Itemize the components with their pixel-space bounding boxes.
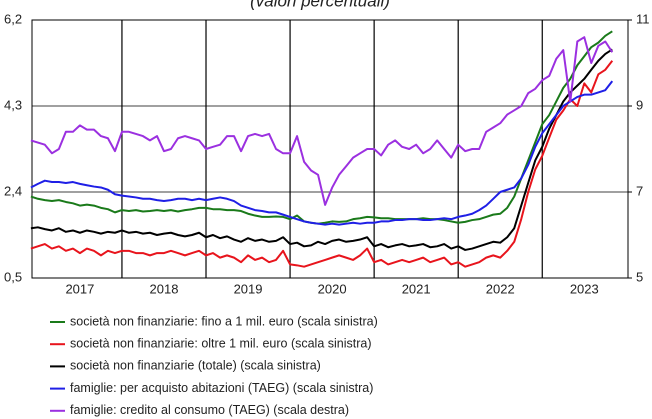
x-tick-label: 2022 [486, 281, 515, 296]
y-tick-label: 2,4 [4, 183, 22, 198]
x-tick-label: 2020 [318, 281, 347, 296]
y-tick-label: 0,5 [4, 269, 22, 284]
legend-label: società non finanziarie: oltre 1 mil. eu… [70, 336, 372, 350]
series-line [30, 80, 614, 226]
x-tick-label: 2019 [234, 281, 263, 296]
y2-tick-label: 7 [636, 183, 643, 198]
x-tick-label: 2018 [150, 281, 179, 296]
x-tick-label: 2017 [65, 281, 94, 296]
y2-tick-label: 9 [636, 97, 643, 112]
y2-tick-label: 11 [636, 11, 650, 26]
y-tick-label: 4,3 [4, 97, 22, 112]
legend-label: società non finanziarie: fino a 1 mil. e… [70, 314, 378, 328]
series-line [30, 36, 614, 206]
legend-label: famiglie: credito al consumo (TAEG) (sca… [70, 403, 349, 417]
series-line [30, 60, 614, 268]
legend-label: famiglie: per acquisto abitazioni (TAEG)… [70, 381, 373, 395]
series-line [30, 48, 613, 251]
chart-title: (valori percentuali) [250, 0, 390, 10]
legend: società non finanziarie: fino a 1 mil. e… [50, 314, 378, 417]
y2-tick-label: 5 [636, 269, 643, 284]
x-tick-label: 2023 [570, 281, 599, 296]
legend-label: società non finanziarie (totale) (scala … [70, 359, 321, 373]
x-tick-label: 2021 [402, 281, 431, 296]
y-tick-label: 6,2 [4, 11, 22, 26]
